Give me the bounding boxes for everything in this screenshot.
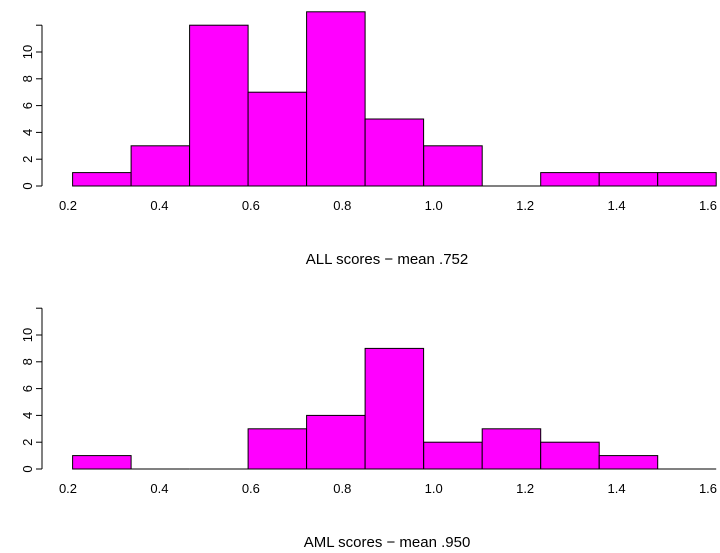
histogram-bar: [364, 347, 425, 470]
x-tick-label: 1.6: [699, 481, 717, 496]
histogram-bar: [306, 414, 366, 470]
y-tick-label: 4: [20, 412, 35, 419]
x-tick-label: 0.6: [242, 481, 260, 496]
x-tick-label: 1.6: [699, 198, 717, 213]
y-tick-label: 2: [20, 439, 35, 446]
histogram-bar: [481, 428, 542, 470]
y-tick-label: 10: [20, 328, 35, 342]
x-tick-label: 1.0: [425, 481, 443, 496]
aml-scores-histogram: 0 2 4 6 8 10 0.2 0.4 0.6 0.8 1.0 1.2 1.4 1.6 AML score…: [20, 307, 717, 551]
x-tick-label: 0.2: [59, 481, 77, 496]
histogram-bar: [598, 455, 659, 470]
x-tick-label: 0.2: [59, 198, 77, 213]
y-tick-label: 6: [20, 385, 35, 392]
y-tick-label: 10: [20, 45, 35, 59]
x-tick-label: 1.4: [608, 198, 626, 213]
x-tick-label: 1.4: [608, 481, 626, 496]
histogram-bar: [423, 145, 483, 187]
histogram-bar: [364, 118, 425, 187]
x-tick-label: 0.4: [150, 198, 168, 213]
histogram-bar: [540, 172, 600, 187]
histogram-bar: [72, 172, 132, 187]
x-tick-label: 1.2: [516, 198, 534, 213]
histogram-bar: [598, 172, 659, 187]
histogram-bar: [130, 145, 191, 187]
histogram-bar: [657, 172, 717, 187]
histogram-bar: [540, 441, 600, 470]
y-tick-label: 8: [20, 358, 35, 365]
x-tick-label: 0.6: [242, 198, 260, 213]
histogram-bar: [247, 91, 308, 187]
x-tick-label: 0.4: [150, 481, 168, 496]
histogram-bar: [247, 428, 308, 470]
x-tick-label: 0.8: [333, 198, 351, 213]
y-tick-label: 6: [20, 102, 35, 109]
x-axis-label: ALL scores − mean .752: [306, 251, 468, 268]
x-tick-label: 1.2: [516, 481, 534, 496]
histogram-bar: [189, 24, 249, 187]
x-tick-label: 0.8: [333, 481, 351, 496]
histogram-bar: [72, 455, 132, 470]
y-tick-label: 0: [20, 182, 35, 189]
x-axis-label: AML scores − mean .950: [304, 534, 471, 551]
x-tick-label: 1.0: [425, 198, 443, 213]
histogram-bar: [306, 11, 366, 187]
histogram-bar: [423, 441, 483, 470]
y-tick-label: 8: [20, 75, 35, 82]
all-scores-histogram: 0 2 4 6 8 10 0.2 0.4 0.6 0.8 1.0 1.2 1.4 1.6 ALL score…: [20, 11, 717, 268]
y-tick-label: 2: [20, 156, 35, 163]
y-tick-label: 0: [20, 465, 35, 472]
y-tick-label: 4: [20, 129, 35, 136]
